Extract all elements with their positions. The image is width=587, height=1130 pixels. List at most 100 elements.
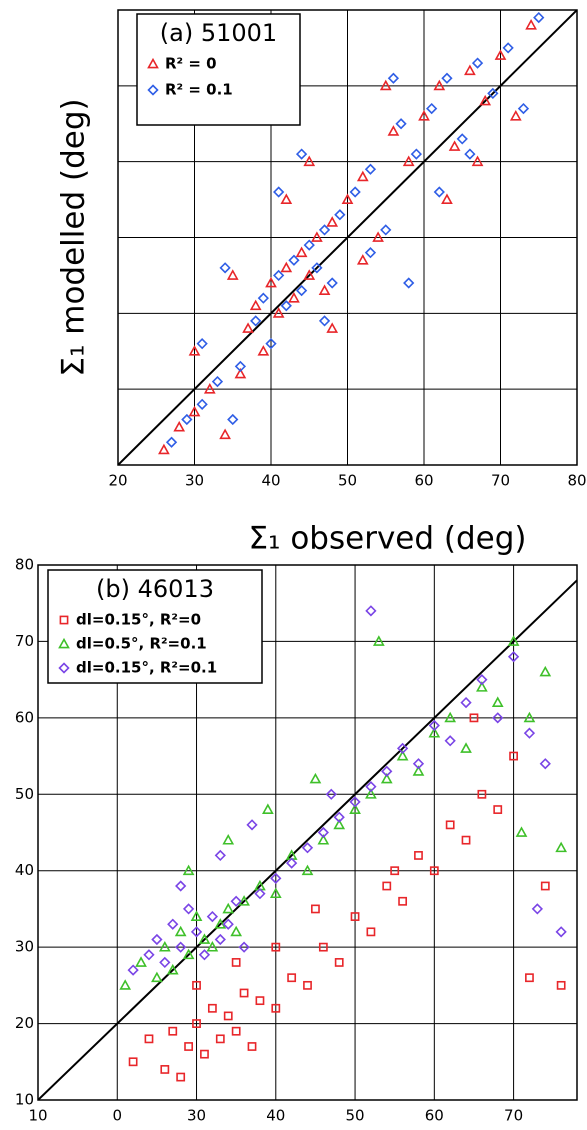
- identity-line: [118, 10, 577, 465]
- marker: [188, 405, 201, 417]
- marker: [198, 949, 211, 961]
- marker: [181, 413, 193, 426]
- marker: [295, 246, 308, 258]
- marker: [295, 284, 308, 297]
- y-axis-label: Σ₁ modelled (deg): [56, 98, 92, 376]
- marker: [334, 958, 344, 967]
- marker: [326, 322, 339, 333]
- marker: [214, 933, 226, 946]
- marker: [203, 383, 216, 394]
- marker: [460, 696, 472, 709]
- marker: [494, 49, 507, 60]
- marker: [262, 803, 274, 814]
- marker: [433, 79, 446, 91]
- marker: [333, 811, 345, 823]
- marker: [143, 949, 155, 961]
- marker: [222, 918, 234, 930]
- marker: [507, 651, 520, 663]
- legend-label: dl=0.15°, R²=0.1: [76, 659, 217, 677]
- marker: [492, 712, 504, 724]
- marker: [206, 910, 219, 923]
- marker: [556, 980, 566, 990]
- marker: [265, 276, 277, 288]
- marker: [168, 1026, 178, 1036]
- marker: [158, 940, 171, 952]
- marker: [471, 155, 484, 167]
- marker: [249, 299, 262, 311]
- marker: [364, 163, 377, 175]
- marker: [456, 133, 468, 145]
- x-tick-label: 70: [504, 1107, 523, 1125]
- marker: [515, 826, 528, 837]
- marker: [525, 973, 534, 983]
- plot-frame: [37, 564, 578, 1101]
- marker: [414, 851, 423, 860]
- marker: [523, 711, 536, 723]
- marker: [531, 903, 543, 915]
- marker: [326, 277, 338, 289]
- marker: [215, 1034, 225, 1044]
- marker: [127, 964, 139, 976]
- marker: [476, 681, 488, 692]
- legend-label: dl=0.15°, R²=0: [76, 611, 201, 629]
- marker: [247, 1042, 257, 1051]
- marker: [198, 933, 211, 944]
- marker: [272, 307, 285, 318]
- marker: [318, 942, 328, 952]
- marker: [349, 803, 361, 814]
- marker: [460, 742, 472, 753]
- y-tick-label: 30: [15, 938, 34, 956]
- marker: [476, 674, 488, 686]
- marker: [184, 1042, 194, 1051]
- marker: [192, 980, 201, 990]
- marker: [165, 436, 178, 448]
- marker: [309, 772, 322, 784]
- marker: [119, 979, 132, 990]
- x-tick-label: 40: [266, 1107, 285, 1125]
- legend-marker: [59, 615, 69, 625]
- marker: [445, 820, 455, 830]
- x-tick-label: 0: [112, 1107, 122, 1125]
- marker: [159, 956, 171, 969]
- marker: [317, 826, 329, 839]
- marker: [301, 864, 314, 876]
- y-tick-label: 40: [15, 861, 34, 879]
- identity-line: [38, 579, 577, 1100]
- marker: [250, 315, 262, 327]
- marker: [196, 398, 208, 410]
- marker: [234, 360, 247, 373]
- marker: [507, 635, 520, 646]
- marker: [349, 796, 361, 808]
- marker: [257, 345, 270, 356]
- marker: [471, 57, 484, 69]
- marker: [387, 72, 400, 84]
- marker: [365, 605, 377, 617]
- marker: [318, 224, 331, 236]
- marker: [227, 413, 239, 426]
- marker: [555, 926, 567, 938]
- marker: [144, 1034, 154, 1044]
- marker: [418, 110, 430, 121]
- marker: [288, 292, 300, 303]
- marker: [255, 996, 265, 1006]
- legend-marker: [58, 637, 70, 649]
- marker: [265, 338, 277, 350]
- marker: [502, 42, 514, 54]
- marker: [273, 269, 285, 282]
- marker: [175, 941, 187, 953]
- y-tick-label: 10: [15, 1091, 34, 1109]
- marker: [231, 958, 241, 967]
- marker: [372, 231, 384, 242]
- marker: [412, 758, 425, 770]
- marker: [426, 102, 438, 115]
- x-tick-label: 80: [567, 472, 586, 490]
- marker: [206, 940, 219, 952]
- legend-marker: [147, 84, 159, 96]
- x-tick-label: 30: [187, 1107, 206, 1125]
- y-tick-label: 80: [15, 556, 34, 574]
- x-tick-label: 30: [185, 472, 204, 490]
- x-tick-label: 60: [425, 1107, 444, 1125]
- x-tick-label: 60: [414, 472, 433, 490]
- marker: [396, 749, 409, 761]
